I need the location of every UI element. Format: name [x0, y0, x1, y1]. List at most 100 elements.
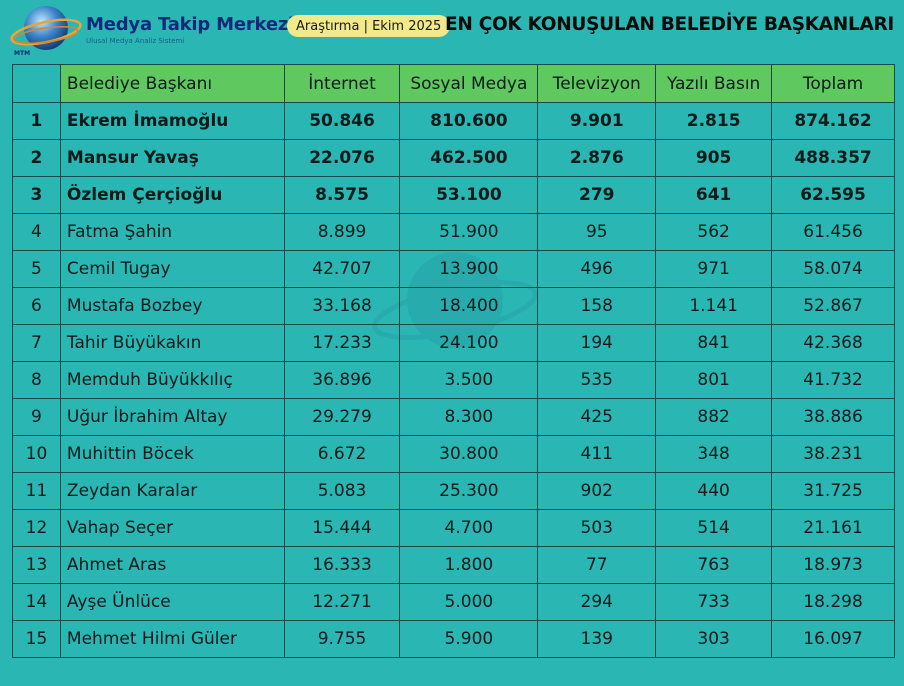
name-cell: Muhittin Böcek: [59, 435, 285, 473]
internet-cell: 15.444: [283, 509, 401, 547]
internet-cell: 9.755: [283, 620, 401, 658]
table-header-row: Belediye Başkanı İnternet Sosyal Medya T…: [12, 64, 895, 103]
television-cell: 77: [537, 546, 657, 584]
rank-cell: 15: [12, 620, 61, 658]
page-title: EN ÇOK KONUŞULAN BELEDİYE BAŞKANLARI: [445, 14, 894, 35]
internet-cell: 12.271: [283, 583, 401, 621]
table-row: 6 Mustafa Bozbey 33.168 18.400 158 1.141 52.86…: [12, 287, 895, 325]
print-cell: 841: [655, 324, 773, 362]
rank-cell: 11: [12, 472, 61, 510]
total-cell: 42.368: [771, 324, 895, 362]
table-row: 12 Vahap Seçer 15.444 4.700 503 514 21.161: [12, 509, 895, 547]
brand-tagline: Ulusal Medya Analiz Sistemi: [86, 37, 185, 45]
table-row: 14 Ayşe Ünlüce 12.271 5.000 294 733 18.298: [12, 583, 895, 621]
page-header: MTM Medya Takip Merkezi Ulusal Medya Ana…: [0, 0, 904, 60]
rank-cell: 5: [12, 250, 61, 288]
rank-cell: 13: [12, 546, 61, 584]
total-cell: 16.097: [771, 620, 895, 658]
table-row: 3 Özlem Çerçioğlu 8.575 53.100 279 641 62.595: [12, 176, 895, 214]
column-header-television: Televizyon: [537, 64, 657, 103]
table-row: 9 Uğur İbrahim Altay 29.279 8.300 425 882 38.8…: [12, 398, 895, 436]
column-header-print: Yazılı Basın: [655, 64, 773, 103]
social-media-cell: 13.900: [399, 250, 539, 288]
print-cell: 348: [655, 435, 773, 473]
total-cell: 41.732: [771, 361, 895, 399]
name-cell: Vahap Seçer: [59, 509, 285, 547]
social-media-cell: 5.000: [399, 583, 539, 621]
rank-cell: 2: [12, 139, 61, 177]
name-cell: Ayşe Ünlüce: [59, 583, 285, 621]
rank-cell: 9: [12, 398, 61, 436]
table-row: 13 Ahmet Aras 16.333 1.800 77 763 18.973: [12, 546, 895, 584]
print-cell: 1.141: [655, 287, 773, 325]
logo-monogram: MTM: [14, 50, 30, 57]
total-cell: 488.357: [771, 139, 895, 177]
research-date-badge: Araştırma | Ekim 2025: [287, 15, 451, 37]
internet-cell: 5.083: [283, 472, 401, 510]
table-row: 1 Ekrem İmamoğlu 50.846 810.600 9.901 2.815 87…: [12, 102, 895, 140]
television-cell: 294: [537, 583, 657, 621]
social-media-cell: 3.500: [399, 361, 539, 399]
television-cell: 279: [537, 176, 657, 214]
name-cell: Uğur İbrahim Altay: [59, 398, 285, 436]
column-header-internet: İnternet: [283, 64, 401, 103]
print-cell: 971: [655, 250, 773, 288]
name-cell: Tahir Büyükakın: [59, 324, 285, 362]
total-cell: 62.595: [771, 176, 895, 214]
rank-cell: 10: [12, 435, 61, 473]
total-cell: 38.886: [771, 398, 895, 436]
social-media-cell: 30.800: [399, 435, 539, 473]
social-media-cell: 8.300: [399, 398, 539, 436]
internet-cell: 33.168: [283, 287, 401, 325]
total-cell: 61.456: [771, 213, 895, 251]
print-cell: 882: [655, 398, 773, 436]
rank-column-header: [12, 64, 61, 103]
print-cell: 440: [655, 472, 773, 510]
television-cell: 95: [537, 213, 657, 251]
television-cell: 503: [537, 509, 657, 547]
social-media-cell: 4.700: [399, 509, 539, 547]
print-cell: 514: [655, 509, 773, 547]
total-cell: 18.973: [771, 546, 895, 584]
rank-cell: 7: [12, 324, 61, 362]
total-cell: 52.867: [771, 287, 895, 325]
table-row: 7 Tahir Büyükakın 17.233 24.100 194 841 42.368: [12, 324, 895, 362]
mayors-table: Belediye Başkanı İnternet Sosyal Medya T…: [12, 64, 895, 658]
print-cell: 562: [655, 213, 773, 251]
name-cell: Mustafa Bozbey: [59, 287, 285, 325]
television-cell: 194: [537, 324, 657, 362]
table-row: 2 Mansur Yavaş 22.076 462.500 2.876 905 488.35…: [12, 139, 895, 177]
total-cell: 21.161: [771, 509, 895, 547]
name-cell: Ekrem İmamoğlu: [59, 102, 285, 140]
table-row: 15 Mehmet Hilmi Güler 9.755 5.900 139 303 16.0…: [12, 620, 895, 658]
total-cell: 18.298: [771, 583, 895, 621]
social-media-cell: 53.100: [399, 176, 539, 214]
total-cell: 31.725: [771, 472, 895, 510]
rank-cell: 3: [12, 176, 61, 214]
television-cell: 535: [537, 361, 657, 399]
print-cell: 641: [655, 176, 773, 214]
column-header-social-media: Sosyal Medya: [399, 64, 539, 103]
social-media-cell: 462.500: [399, 139, 539, 177]
internet-cell: 8.899: [283, 213, 401, 251]
column-header-name: Belediye Başkanı: [59, 64, 285, 103]
rank-cell: 14: [12, 583, 61, 621]
social-media-cell: 51.900: [399, 213, 539, 251]
internet-cell: 6.672: [283, 435, 401, 473]
internet-cell: 17.233: [283, 324, 401, 362]
column-header-total: Toplam: [771, 64, 895, 103]
rank-cell: 8: [12, 361, 61, 399]
name-cell: Ahmet Aras: [59, 546, 285, 584]
table-row: 10 Muhittin Böcek 6.672 30.800 411 348 38.231: [12, 435, 895, 473]
name-cell: Mehmet Hilmi Güler: [59, 620, 285, 658]
television-cell: 9.901: [537, 102, 657, 140]
rank-cell: 12: [12, 509, 61, 547]
internet-cell: 36.896: [283, 361, 401, 399]
television-cell: 425: [537, 398, 657, 436]
total-cell: 38.231: [771, 435, 895, 473]
internet-cell: 42.707: [283, 250, 401, 288]
print-cell: 905: [655, 139, 773, 177]
social-media-cell: 5.900: [399, 620, 539, 658]
social-media-cell: 1.800: [399, 546, 539, 584]
total-cell: 58.074: [771, 250, 895, 288]
